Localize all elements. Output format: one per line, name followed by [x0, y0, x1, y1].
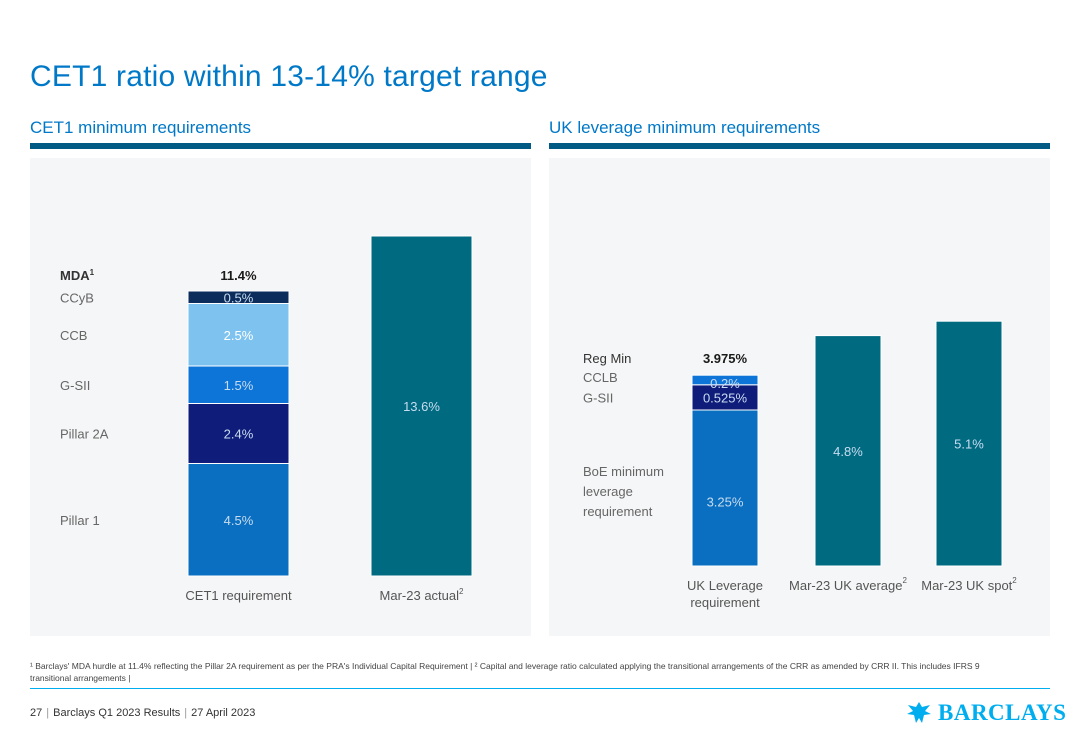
- cet1-chart-subtitle: CET1 minimum requirements: [30, 118, 252, 137]
- leverage-segment-label-boe-minimum-leverage-requirement-line-0: BoE minimum: [583, 464, 664, 479]
- leverage-value-label-uk-leverage-requirement-g-sii: 0.525%: [703, 390, 748, 405]
- cet1-header-rule: [30, 143, 531, 149]
- cet1-total-label: MDA1: [60, 268, 95, 283]
- leverage-segment-label-boe-minimum-leverage-requirement-line-2: requirement: [583, 504, 653, 519]
- footnote-line-2: transitional arrangements |: [30, 673, 131, 683]
- cet1-value-label-cet1-requirement-ccyb: 0.5%: [224, 290, 254, 305]
- leverage-category-uk-leverage-requirement-line-0: UK Leverage: [687, 578, 763, 593]
- cet1-segment-label-ccyb: CCyB: [60, 290, 94, 305]
- cet1-value-label-cet1-requirement-pillar-2a: 2.4%: [224, 427, 254, 442]
- cet1-category-superscript: 2: [459, 587, 464, 596]
- leverage-value-label-mar-23-uk-spot-total: 5.1%: [954, 437, 984, 452]
- leverage-bar-mar-23-uk-spot-total: [935, 320, 1003, 567]
- leverage-bar-mar-23-uk-average-total: [814, 335, 882, 567]
- cet1-bar-cet1-requirement-ccb: [187, 303, 290, 367]
- cet1-value-label-cet1-requirement-ccb: 2.5%: [224, 328, 254, 343]
- leverage-category-uk-leverage-requirement-line-1: requirement: [690, 595, 760, 610]
- page-number: 27: [30, 707, 43, 719]
- page-footer: 27 | Barclays Q1 2023 Results | 27 April 202…: [30, 707, 256, 719]
- leverage-bar-uk-leverage-requirement-boe-minimum-leverage-requirement: [691, 409, 759, 567]
- cet1-bar-cet1-requirement-pillar-2a: [187, 403, 290, 464]
- leverage-bar-uk-leverage-requirement-cclb: [691, 374, 759, 386]
- leverage-value-label-uk-leverage-requirement-boe-minimum-leverage-requirement: 3.25%: [707, 495, 744, 510]
- leverage-segment-label-cclb: CCLB: [583, 370, 618, 385]
- leverage-category-superscript: 2: [903, 576, 908, 585]
- cet1-value-label-cet1-requirement-pillar-1: 4.5%: [224, 513, 254, 528]
- cet1-segment-label-g-sii: G-SII: [60, 378, 90, 393]
- footer-date: 27 April 2023: [191, 707, 256, 719]
- leverage-category-mar-23-uk-spot-line-0: Mar-23 UK spot2: [921, 576, 1017, 593]
- eagle-icon: [907, 702, 931, 723]
- leverage-header-rule: [549, 143, 1050, 149]
- cet1-segment-label-pillar-1: Pillar 1: [60, 513, 100, 528]
- cet1-value-label-cet1-requirement-g-sii: 1.5%: [224, 378, 254, 393]
- leverage-chart-subtitle: UK leverage minimum requirements: [549, 118, 821, 137]
- barclays-logo: BARCLAYS: [906, 700, 1066, 726]
- cet1-category-mar-23-actual: Mar-23 actual2: [380, 587, 464, 603]
- cet1-total-value: 11.4%: [220, 268, 257, 283]
- leverage-total-label: Reg Min: [583, 351, 631, 366]
- footnote: ¹ Barclays' MDA hurdle at 11.4% reflecti…: [30, 660, 1050, 684]
- cet1-segment-label-pillar-2a: Pillar 2A: [60, 427, 109, 442]
- cet1-value-label-mar-23-actual-total: 13.6%: [403, 399, 440, 414]
- cet1-bar-cet1-requirement-ccyb: [187, 290, 290, 304]
- footnote-line-1: ¹ Barclays' MDA hurdle at 11.4% reflecti…: [30, 661, 980, 671]
- cet1-category-cet1-requirement: CET1 requirement: [185, 588, 292, 603]
- leverage-segment-label-boe-minimum-leverage-requirement-line-1: leverage: [583, 484, 633, 499]
- leverage-value-label-uk-leverage-requirement-cclb: 0.2%: [710, 376, 740, 391]
- footer-rule: [30, 688, 1050, 689]
- leverage-segment-label-g-sii: G-SII: [583, 390, 613, 405]
- footer-document: Barclays Q1 2023 Results: [53, 707, 181, 719]
- page-title: CET1 ratio within 13-14% target range: [30, 60, 548, 93]
- leverage-value-label-mar-23-uk-average-total: 4.8%: [833, 444, 863, 459]
- cet1-segment-label-ccb: CCB: [60, 328, 87, 343]
- leverage-total-value: 3.975%: [703, 351, 748, 366]
- cet1-bar-cet1-requirement-g-sii: [187, 365, 290, 404]
- leverage-category-mar-23-uk-average-line-0: Mar-23 UK average2: [789, 576, 907, 593]
- cet1-bar-cet1-requirement-pillar-1: [187, 463, 290, 577]
- logo-text: BARCLAYS: [938, 700, 1067, 725]
- leverage-category-superscript: 2: [1012, 576, 1017, 585]
- cet1-bar-mar-23-actual-total: [370, 235, 473, 577]
- cet1-total-superscript: 1: [90, 268, 95, 277]
- leverage-bar-uk-leverage-requirement-g-sii: [691, 384, 759, 411]
